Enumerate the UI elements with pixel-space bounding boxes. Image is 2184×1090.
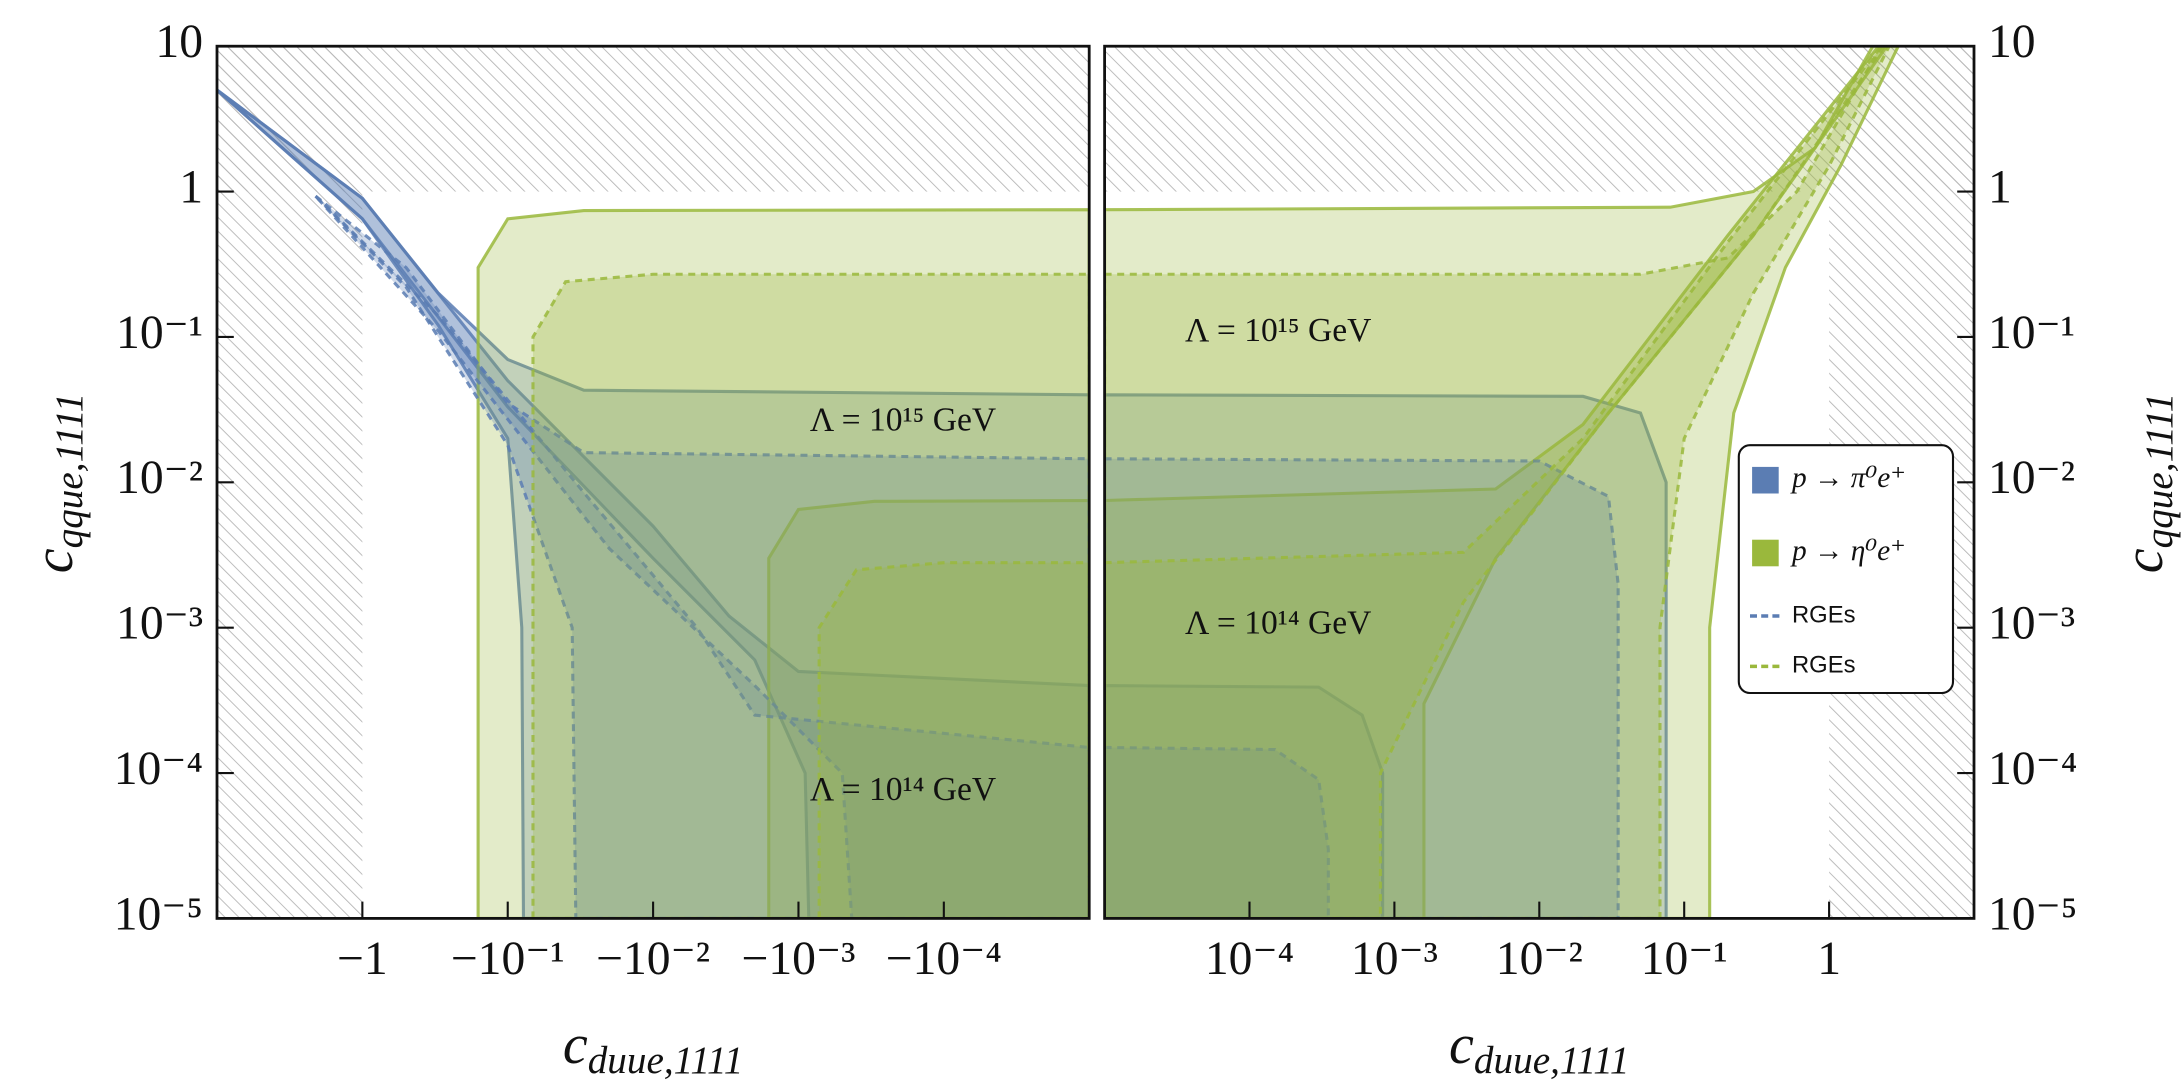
region bbox=[1104, 46, 1887, 919]
y-axis-title: cqque,1111 bbox=[2113, 393, 2181, 573]
y-tick-label: 10 bbox=[1988, 16, 2036, 68]
y-axis-title-sub: qque,1111 bbox=[2138, 393, 2181, 549]
y-tick-label: 10⁻⁴ bbox=[114, 743, 203, 795]
x-axis-title: cduue,1111 bbox=[1449, 1014, 1629, 1082]
legend-swatch bbox=[1752, 466, 1779, 494]
annotation: Λ = 10¹⁵ GeV bbox=[810, 402, 996, 439]
x-tick-label: 1 bbox=[1817, 933, 1841, 985]
y-tick-label: 10⁻⁵ bbox=[114, 888, 203, 940]
region bbox=[767, 498, 1090, 919]
region bbox=[531, 272, 1090, 919]
y-tick-label: 10⁻² bbox=[116, 452, 203, 504]
legend-label: p → π⁰e⁺ bbox=[1790, 462, 1906, 494]
x-axis-title: cduue,1111 bbox=[563, 1014, 743, 1082]
y-axis-title-main: c bbox=[2113, 548, 2175, 573]
x-axis-title-sub: duue,1111 bbox=[1474, 1039, 1630, 1082]
region bbox=[1104, 393, 1668, 919]
x-tick-label: 10⁻² bbox=[1496, 933, 1583, 985]
y-tick-label: 10⁻³ bbox=[116, 598, 203, 650]
region bbox=[314, 195, 1090, 919]
legend-box bbox=[1737, 444, 1955, 695]
y-axis-title-main: c bbox=[23, 548, 85, 573]
x-axis-title-main: c bbox=[563, 1014, 588, 1076]
region bbox=[1104, 457, 1620, 919]
y-tick-label: 10 bbox=[155, 16, 203, 68]
legend-label: RGEs bbox=[1792, 652, 1856, 679]
legend-label: p → η⁰e⁺ bbox=[1790, 535, 1906, 567]
excluded-region bbox=[217, 46, 363, 919]
y-tick-label: 10⁻³ bbox=[1988, 598, 2075, 650]
y-tick-label: 10⁻¹ bbox=[116, 307, 203, 359]
y-axis-title: cqque,1111 bbox=[23, 393, 91, 573]
right-plot-area bbox=[1104, 46, 1974, 919]
y-tick-label: 1 bbox=[179, 161, 203, 213]
y-tick-label: 1 bbox=[1988, 161, 2012, 213]
legend-swatch bbox=[1752, 539, 1779, 567]
annotation: Λ = 10¹⁴ GeV bbox=[1185, 605, 1371, 642]
left-plot-area bbox=[217, 46, 1090, 919]
x-axis-title-main: c bbox=[1449, 1014, 1474, 1076]
region bbox=[314, 194, 1090, 919]
legend-label: RGEs bbox=[1792, 601, 1856, 628]
y-axis-title-sub: qque,1111 bbox=[48, 393, 91, 549]
annotation: Λ = 10¹⁵ GeV bbox=[1185, 312, 1371, 349]
y-tick-label: 10⁻⁴ bbox=[1988, 743, 2077, 795]
axes: 10 10 1 1 10⁻¹ 10⁻¹ 10⁻² 10⁻² 10⁻³ 10⁻³ 10⁻⁴ 10⁻⁴ 10… bbox=[23, 16, 2181, 1082]
region bbox=[1104, 684, 1385, 919]
x-tick-label: −10⁻¹ bbox=[451, 933, 565, 985]
y-tick-label: 10⁻² bbox=[1988, 452, 2075, 504]
x-tick-label: −10⁻³ bbox=[742, 933, 856, 985]
x-tick-label: 10⁻¹ bbox=[1641, 933, 1728, 985]
region bbox=[817, 561, 1090, 919]
x-tick-label: 10⁻³ bbox=[1351, 933, 1438, 985]
x-tick-label: −1 bbox=[337, 933, 388, 985]
region bbox=[1104, 745, 1330, 919]
annotation: Λ = 10¹⁴ GeV bbox=[810, 771, 996, 808]
x-tick-label: −10⁻² bbox=[596, 933, 710, 985]
y-tick-label: 10⁻⁵ bbox=[1988, 888, 2077, 940]
region bbox=[1104, 46, 1891, 919]
x-tick-label: −10⁻⁴ bbox=[886, 933, 1002, 985]
y-tick-label: 10⁻¹ bbox=[1988, 307, 2075, 359]
x-axis-title-sub: duue,1111 bbox=[588, 1039, 744, 1082]
x-tick-label: 10⁻⁴ bbox=[1205, 933, 1294, 985]
region bbox=[476, 208, 1090, 919]
